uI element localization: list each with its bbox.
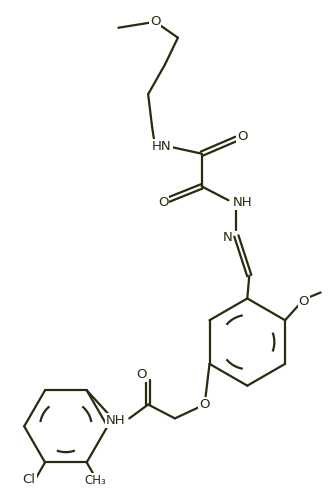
Text: O: O <box>136 368 147 381</box>
Text: N: N <box>223 231 232 244</box>
Text: CH₃: CH₃ <box>85 474 107 488</box>
Text: O: O <box>199 398 210 411</box>
Text: NH: NH <box>233 196 252 209</box>
Text: NH: NH <box>106 414 125 427</box>
Text: Cl: Cl <box>23 473 36 486</box>
Text: O: O <box>158 196 168 209</box>
Text: HN: HN <box>152 140 172 153</box>
Text: O: O <box>299 295 309 308</box>
Text: O: O <box>150 15 160 28</box>
Text: O: O <box>237 130 248 143</box>
